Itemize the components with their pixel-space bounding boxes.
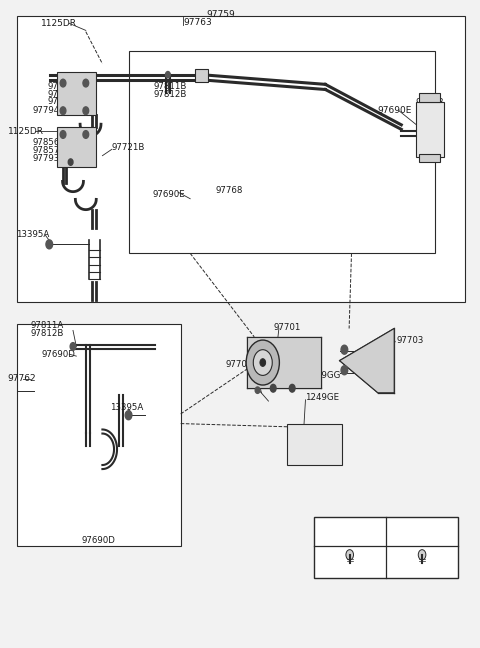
Circle shape <box>346 550 353 560</box>
Text: 97705: 97705 <box>261 382 288 391</box>
Bar <box>313 516 458 578</box>
Bar <box>57 127 96 167</box>
Circle shape <box>341 365 348 375</box>
Polygon shape <box>247 337 321 388</box>
Text: 97856B: 97856B <box>32 138 66 147</box>
Text: 1140EX: 1140EX <box>393 526 428 535</box>
Text: 97811A: 97811A <box>30 321 63 330</box>
Text: 1125DR: 1125DR <box>8 127 44 136</box>
Text: 97690E: 97690E <box>152 190 185 199</box>
Bar <box>129 51 434 253</box>
Polygon shape <box>340 329 394 393</box>
Text: 97793F: 97793F <box>32 154 64 163</box>
Text: 97857: 97857 <box>32 146 60 155</box>
Text: 1249GE: 1249GE <box>305 393 339 402</box>
Circle shape <box>83 107 89 115</box>
Circle shape <box>125 411 132 420</box>
Circle shape <box>166 71 170 78</box>
Text: 97856B: 97856B <box>48 82 81 91</box>
Text: 97762: 97762 <box>8 374 36 383</box>
Text: 13395A: 13395A <box>109 403 143 412</box>
Circle shape <box>418 550 426 560</box>
Text: 97812B: 97812B <box>30 329 64 338</box>
Text: 97759: 97759 <box>207 10 236 19</box>
Text: 1125DR: 1125DR <box>41 19 77 28</box>
Circle shape <box>83 79 89 87</box>
Bar <box>288 424 342 465</box>
Text: 97623: 97623 <box>416 98 444 107</box>
Text: 97857: 97857 <box>48 89 75 98</box>
Text: 97811B: 97811B <box>154 82 187 91</box>
Circle shape <box>270 384 276 392</box>
Circle shape <box>341 345 348 354</box>
Text: 97793G: 97793G <box>48 97 82 106</box>
Bar <box>417 102 444 157</box>
Circle shape <box>60 131 66 138</box>
Circle shape <box>70 343 76 351</box>
Text: 97768: 97768 <box>216 186 243 195</box>
Text: 97690E: 97690E <box>378 106 412 115</box>
Bar <box>17 16 466 301</box>
Circle shape <box>46 240 53 249</box>
Bar <box>17 324 180 546</box>
Bar <box>195 69 208 82</box>
Text: 97690D: 97690D <box>42 350 75 359</box>
Text: 97763: 97763 <box>183 17 212 27</box>
Text: 97690D: 97690D <box>81 536 115 545</box>
Bar <box>420 154 440 162</box>
Text: 1129GG: 1129GG <box>305 371 341 380</box>
Circle shape <box>255 387 260 393</box>
Text: 97701: 97701 <box>273 323 300 332</box>
Circle shape <box>68 159 73 165</box>
Text: 13395A: 13395A <box>16 229 49 238</box>
Circle shape <box>60 79 66 87</box>
Text: 97794E: 97794E <box>32 106 65 115</box>
Text: 1125DE: 1125DE <box>321 526 356 535</box>
Text: 97401: 97401 <box>308 427 335 436</box>
Circle shape <box>83 131 89 138</box>
Circle shape <box>246 340 279 385</box>
Text: 97703: 97703 <box>396 336 424 345</box>
Circle shape <box>60 107 66 115</box>
Text: 97812B: 97812B <box>154 89 187 98</box>
Text: 97721B: 97721B <box>112 143 145 152</box>
Circle shape <box>289 384 295 392</box>
Circle shape <box>260 359 265 366</box>
Circle shape <box>253 350 272 375</box>
Text: 97705: 97705 <box>226 360 253 369</box>
Bar <box>57 71 96 115</box>
Bar <box>420 93 440 102</box>
